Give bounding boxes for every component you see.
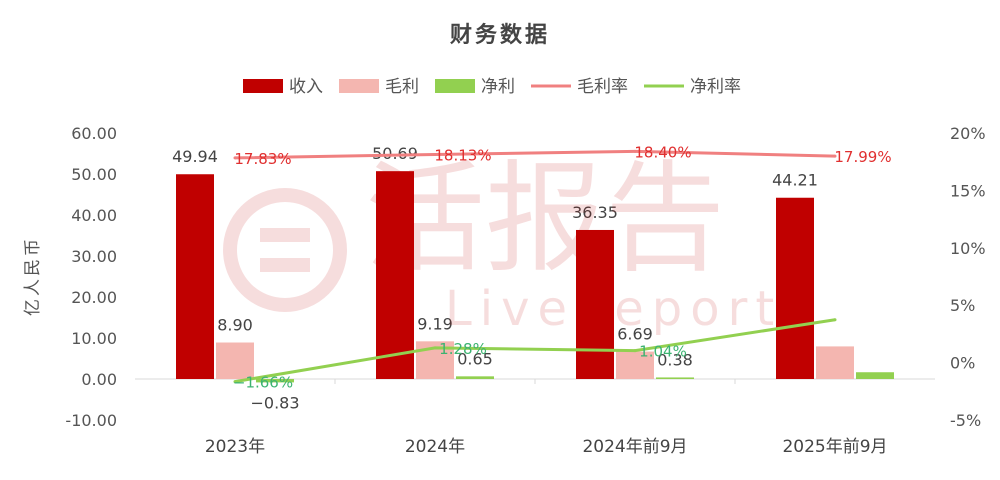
y2-tick-label: 0%: [950, 354, 975, 373]
x-tick-label: 2023年: [205, 437, 265, 457]
bar-收入: [776, 197, 814, 379]
line-point: [833, 154, 837, 158]
bar-data-label: 36.35: [572, 203, 618, 222]
line-data-label: 1.04%: [639, 343, 687, 361]
bar-毛利: [816, 346, 854, 379]
y-tick-label: 20.00: [71, 288, 117, 307]
line-净利率: [234, 318, 836, 384]
y2-tick-label: 10%: [950, 239, 986, 258]
legend-swatch-0: [243, 79, 283, 93]
y2-tick-label: 5%: [950, 296, 975, 315]
line-data-label: 18.13%: [434, 146, 491, 164]
bar-data-label: 0.65: [457, 349, 493, 368]
bar-data-label: −0.83: [250, 393, 299, 412]
y2-tick-label: -5%: [950, 411, 981, 430]
bar-data-label: 6.69: [617, 325, 653, 344]
bar-净利: [656, 377, 694, 379]
y2-tick-label: 20%: [950, 124, 986, 143]
y-axis-label: 亿人民币: [23, 236, 43, 316]
x-tick-label: 2024年前9月: [582, 437, 687, 457]
bar-毛利: [616, 351, 654, 379]
legend-label-4: 净利率: [690, 77, 741, 97]
bar-收入: [176, 174, 214, 379]
y-tick-label: 50.00: [71, 165, 117, 184]
line-data-label: 17.99%: [834, 148, 891, 166]
x-tick-label: 2025年前9月: [782, 437, 887, 457]
bar-data-label: 8.90: [217, 316, 253, 335]
bar-净利: [256, 379, 294, 383]
bar-data-label: 49.94: [172, 147, 218, 166]
y-tick-label: 30.00: [71, 247, 117, 266]
line-point: [433, 152, 437, 156]
bar-data-label: 44.21: [772, 171, 818, 190]
bar-data-label: 0.38: [657, 350, 693, 369]
bar-净利: [856, 372, 894, 379]
legend-label-2: 净利: [481, 77, 515, 97]
legend-label-3: 毛利率: [577, 77, 628, 97]
line-point: [633, 349, 637, 353]
legend-label-1: 毛利: [385, 77, 419, 97]
bar-收入: [576, 229, 614, 379]
line-data-label: −1.66%: [233, 374, 293, 392]
line-data-label: 1.28%: [439, 340, 487, 358]
line-data-label: 18.40%: [634, 143, 691, 161]
y2-tick-label: 15%: [950, 181, 986, 200]
line-point: [233, 156, 237, 160]
bar-毛利: [216, 342, 254, 379]
bar-净利: [456, 376, 494, 379]
line-point: [833, 318, 837, 322]
bar-收入: [376, 171, 414, 379]
line-point: [433, 346, 437, 350]
line-point: [233, 380, 237, 384]
legend-swatch-1: [339, 79, 379, 93]
line-data-label: 17.83%: [234, 150, 291, 168]
y-tick-label: 60.00: [71, 124, 117, 143]
line-毛利率: [234, 149, 836, 160]
y-tick-label: 10.00: [71, 329, 117, 348]
y-tick-label: -10.00: [65, 411, 117, 430]
y-tick-label: 0.00: [81, 370, 117, 389]
line-point: [633, 149, 637, 153]
legend-label-0: 收入: [289, 77, 323, 97]
x-tick-label: 2024年: [405, 437, 465, 457]
chart-title: 财务数据: [450, 22, 550, 48]
y-tick-label: 40.00: [71, 206, 117, 225]
legend-swatch-2: [435, 79, 475, 93]
bar-data-label: 9.19: [417, 314, 453, 333]
